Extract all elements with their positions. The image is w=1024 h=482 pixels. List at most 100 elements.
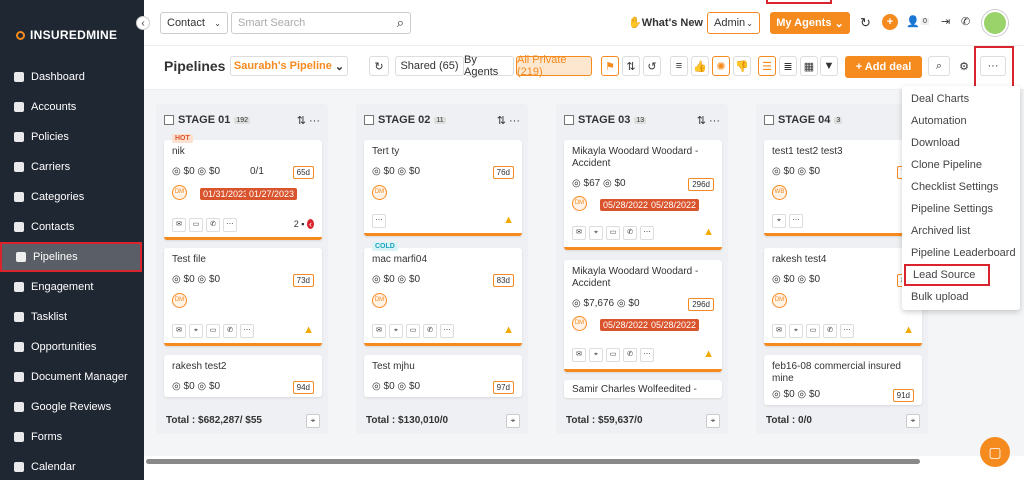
sidebar-item-google-reviews[interactable]: Google Reviews	[0, 392, 144, 422]
menu-item-archived-list[interactable]: Archived list	[911, 225, 971, 237]
phone-icon[interactable]: ✆	[961, 16, 971, 28]
mail-icon[interactable]: ✉	[572, 226, 586, 240]
rows-view-button[interactable]: ≣	[779, 56, 797, 76]
column-checkbox[interactable]	[164, 115, 174, 125]
mail-icon[interactable]: ✉	[772, 324, 786, 338]
horizontal-scrollbar[interactable]	[146, 459, 920, 464]
sort-icon[interactable]: ⇅ ···	[496, 114, 520, 127]
sidebar-item-document-manager[interactable]: Document Manager	[0, 362, 144, 392]
loading-button[interactable]: ✺	[712, 56, 730, 76]
chat-icon[interactable]: ▢	[980, 437, 1010, 467]
contact-select[interactable]: Contact ⌄	[160, 12, 228, 34]
pin-icon[interactable]: ⌖	[389, 324, 403, 338]
phone-icon[interactable]: ✆	[823, 324, 837, 338]
history-button[interactable]: ↺	[643, 56, 661, 76]
note-icon[interactable]: ▭	[206, 324, 220, 338]
menu-item-automation[interactable]: Automation	[911, 115, 967, 127]
search-input[interactable]: Smart Search ⌕	[231, 12, 411, 34]
pin-icon[interactable]: ⌖	[189, 324, 203, 338]
phone-icon[interactable]: ✆	[206, 218, 220, 232]
pin-icon[interactable]: ⌖	[706, 414, 720, 428]
note-icon[interactable]: ▭	[606, 348, 620, 362]
sidebar-item-opportunities[interactable]: Opportunities	[0, 332, 144, 362]
search-button[interactable]: ⌕	[928, 56, 950, 76]
more-icon[interactable]: ⋯	[372, 214, 386, 228]
deal-card[interactable]: feb16-08 commercial insured mine ◎ $0 ◎ …	[764, 355, 922, 405]
board-view-button[interactable]: ☰	[758, 56, 776, 76]
sort-icon[interactable]: ⇅ ···	[296, 114, 320, 127]
note-icon[interactable]: ▭	[189, 218, 203, 232]
phone-icon[interactable]: ✆	[623, 226, 637, 240]
more-icon[interactable]: ⋯	[240, 324, 254, 338]
pin-icon[interactable]: ⌖	[306, 414, 320, 428]
phone-icon[interactable]: ✆	[623, 348, 637, 362]
add-deal-button[interactable]: + Add deal	[845, 56, 922, 78]
sort-button[interactable]: ⇅	[622, 56, 640, 76]
mail-icon[interactable]: ✉	[172, 324, 186, 338]
pin-icon[interactable]: ⌖	[589, 226, 603, 240]
column-checkbox[interactable]	[364, 115, 374, 125]
phone-icon[interactable]: ✆	[223, 324, 237, 338]
add-icon[interactable]: +	[882, 14, 898, 30]
deal-card[interactable]: Tert ty ◎ $0 ◎ $0 76d DM ⋯ ▲	[364, 140, 522, 236]
refresh-button[interactable]: ↻	[369, 56, 389, 76]
menu-item-pipeline-settings[interactable]: Pipeline Settings	[911, 203, 993, 215]
menu-item-download[interactable]: Download	[911, 137, 960, 149]
deal-card[interactable]: test1 test2 test3 ◎ $0 ◎ $0 79 WB ⌖⋯	[764, 140, 922, 236]
pin-icon[interactable]: ⌖	[589, 348, 603, 362]
thumbs-down-button[interactable]: 👎	[733, 56, 751, 76]
shared-tab[interactable]: Shared (65)	[395, 56, 464, 76]
list-view-button[interactable]: ≡	[670, 56, 688, 76]
menu-item-lead-source[interactable]: Lead Source	[904, 264, 990, 286]
deal-card[interactable]: Test mjhu ◎ $0 ◎ $0 97d	[364, 355, 522, 397]
sidebar-item-pipelines[interactable]: Pipelines	[0, 242, 142, 272]
deal-card[interactable]: rakesh test2 ◎ $0 ◎ $0 94d	[164, 355, 322, 397]
more-icon[interactable]: ⋯	[640, 226, 654, 240]
deal-card[interactable]: Test file ◎ $0 ◎ $0 73d DM ✉ ⌖ ▭ ✆ ⋯ ▲	[164, 248, 322, 346]
refresh-icon[interactable]: ↻	[860, 15, 871, 30]
deal-card[interactable]: Mikayla Woodard Woodard - Accident ◎ $7,…	[564, 260, 722, 372]
admin-select[interactable]: Admin ⌄	[707, 12, 760, 34]
logout-icon[interactable]: ⇥	[941, 16, 951, 28]
sidebar-item-engagement[interactable]: Engagement	[0, 272, 144, 302]
sidebar-item-accounts[interactable]: Accounts	[0, 92, 144, 122]
deal-card[interactable]: Samir Charles Wolfeedited -	[564, 380, 722, 398]
thumbs-up-button[interactable]: 👍	[691, 56, 709, 76]
pipeline-select[interactable]: Saurabh's Pipeline ⌄	[230, 56, 348, 76]
deal-card[interactable]: rakesh test4 ◎ $0 ◎ $0 83 DM ✉⌖▭✆⋯ ▲	[764, 248, 922, 346]
deal-card[interactable]: COLD mac marfi04 ◎ $0 ◎ $0 83d DM ✉ ⌖ ▭ ✆ ⋯ …	[364, 242, 522, 346]
sidebar-item-tasklist[interactable]: Tasklist	[0, 302, 144, 332]
user-icon[interactable]: 👤	[906, 16, 920, 28]
note-icon[interactable]: ▭	[806, 324, 820, 338]
mail-icon[interactable]: ✉	[572, 348, 586, 362]
more-options-button[interactable]: ···	[980, 56, 1006, 76]
phone-icon[interactable]: ✆	[423, 324, 437, 338]
column-checkbox[interactable]	[564, 115, 574, 125]
more-icon[interactable]: ⋯	[840, 324, 854, 338]
sidebar-item-carriers[interactable]: Carriers	[0, 152, 144, 182]
pin-icon[interactable]: ⌖	[506, 414, 520, 428]
more-icon[interactable]: ⋯	[640, 348, 654, 362]
more-icon[interactable]: ⋯	[440, 324, 454, 338]
brand-logo[interactable]: INSUREDMINE	[16, 28, 117, 42]
settings-icon[interactable]: ⚙	[959, 60, 969, 73]
menu-item-checklist-settings[interactable]: Checklist Settings	[911, 181, 999, 193]
menu-item-deal-charts[interactable]: Deal Charts	[911, 93, 970, 105]
pin-icon[interactable]: ⌖	[906, 414, 920, 428]
comment-count[interactable]: 2 ▪ ‹	[293, 219, 314, 229]
deal-card[interactable]: Mikayla Woodard Woodard - Accident ◎ $67…	[564, 140, 722, 250]
sidebar-item-contacts[interactable]: Contacts	[0, 212, 144, 242]
note-icon[interactable]: ▭	[606, 226, 620, 240]
sidebar-item-forms[interactable]: Forms	[0, 422, 144, 452]
by-agents-tab[interactable]: By Agents	[464, 54, 514, 78]
sort-icon[interactable]: ⇅ ···	[696, 114, 720, 127]
column-checkbox[interactable]	[764, 115, 774, 125]
sidebar-item-policies[interactable]: Policies	[0, 122, 144, 152]
funnel-button[interactable]: ▼	[820, 56, 838, 76]
sidebar-item-categories[interactable]: Categories	[0, 182, 144, 212]
whats-new-link[interactable]: ✋What's New	[628, 17, 703, 29]
more-icon[interactable]: ⋯	[789, 214, 803, 228]
filter-flag-button[interactable]: ⚑	[601, 56, 619, 76]
more-icon[interactable]: ⋯	[223, 218, 237, 232]
deal-card[interactable]: HOT nik ◎ $0 ◎ $0 0/1 65d DM 01/31/2023 …	[164, 134, 322, 240]
